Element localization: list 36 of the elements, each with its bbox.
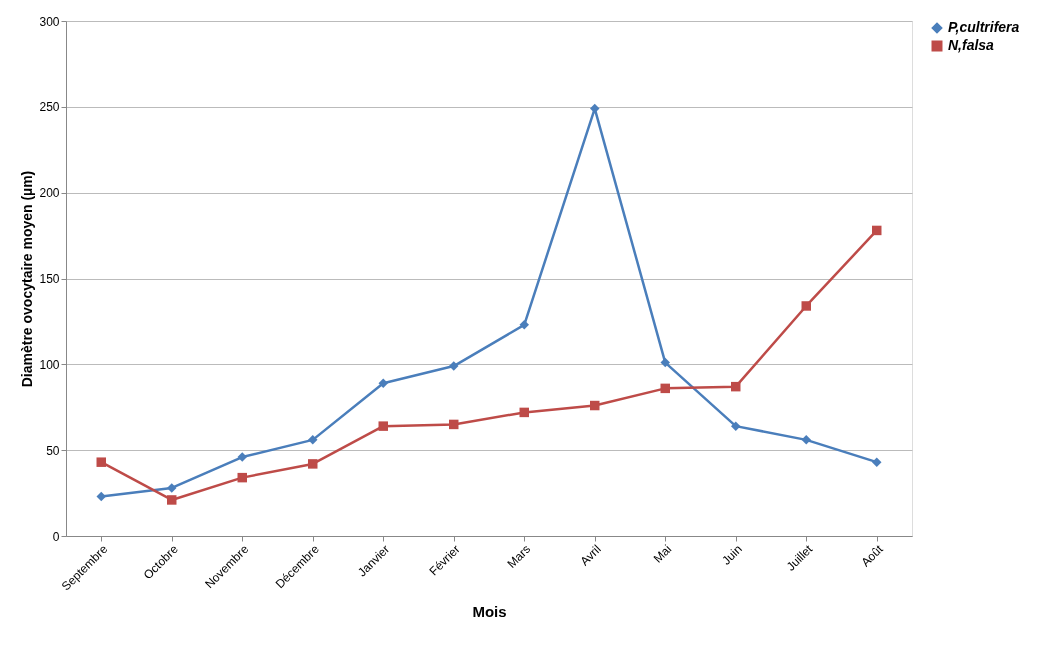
point [237,452,247,462]
point [378,421,388,431]
point [96,491,106,502]
point [872,225,882,236]
point [449,419,459,430]
y-tick-label: 0 [52,529,60,544]
point [519,320,529,330]
point [96,457,106,467]
point [660,357,670,368]
point [590,400,600,411]
point [449,361,459,371]
point [801,301,811,311]
point [237,472,247,483]
point [731,421,741,431]
x-tick-label: Juin [719,542,745,568]
point [731,381,741,392]
y-tick-label: 300 [39,14,60,29]
y-tick-label: 100 [39,357,60,372]
x-axis-title: Mois [472,602,507,620]
y-axis-title: Diamètre ovocytaire moyen (µm) [19,170,36,388]
point [167,495,177,505]
point [872,457,882,467]
legend-label: N,falsa [948,37,995,53]
point [519,407,529,418]
y-tick-label: 200 [39,186,60,201]
legend-label: P,cultrifera [948,19,1020,35]
x-tick-label: Mai [650,542,675,566]
y-tick-label: 50 [46,443,60,458]
point [167,483,177,493]
point [308,435,318,445]
point [801,435,811,445]
point [660,383,670,394]
y-tick-label: 250 [39,100,60,115]
y-tick-label: 150 [39,272,60,286]
point [378,378,388,388]
point [308,459,318,469]
